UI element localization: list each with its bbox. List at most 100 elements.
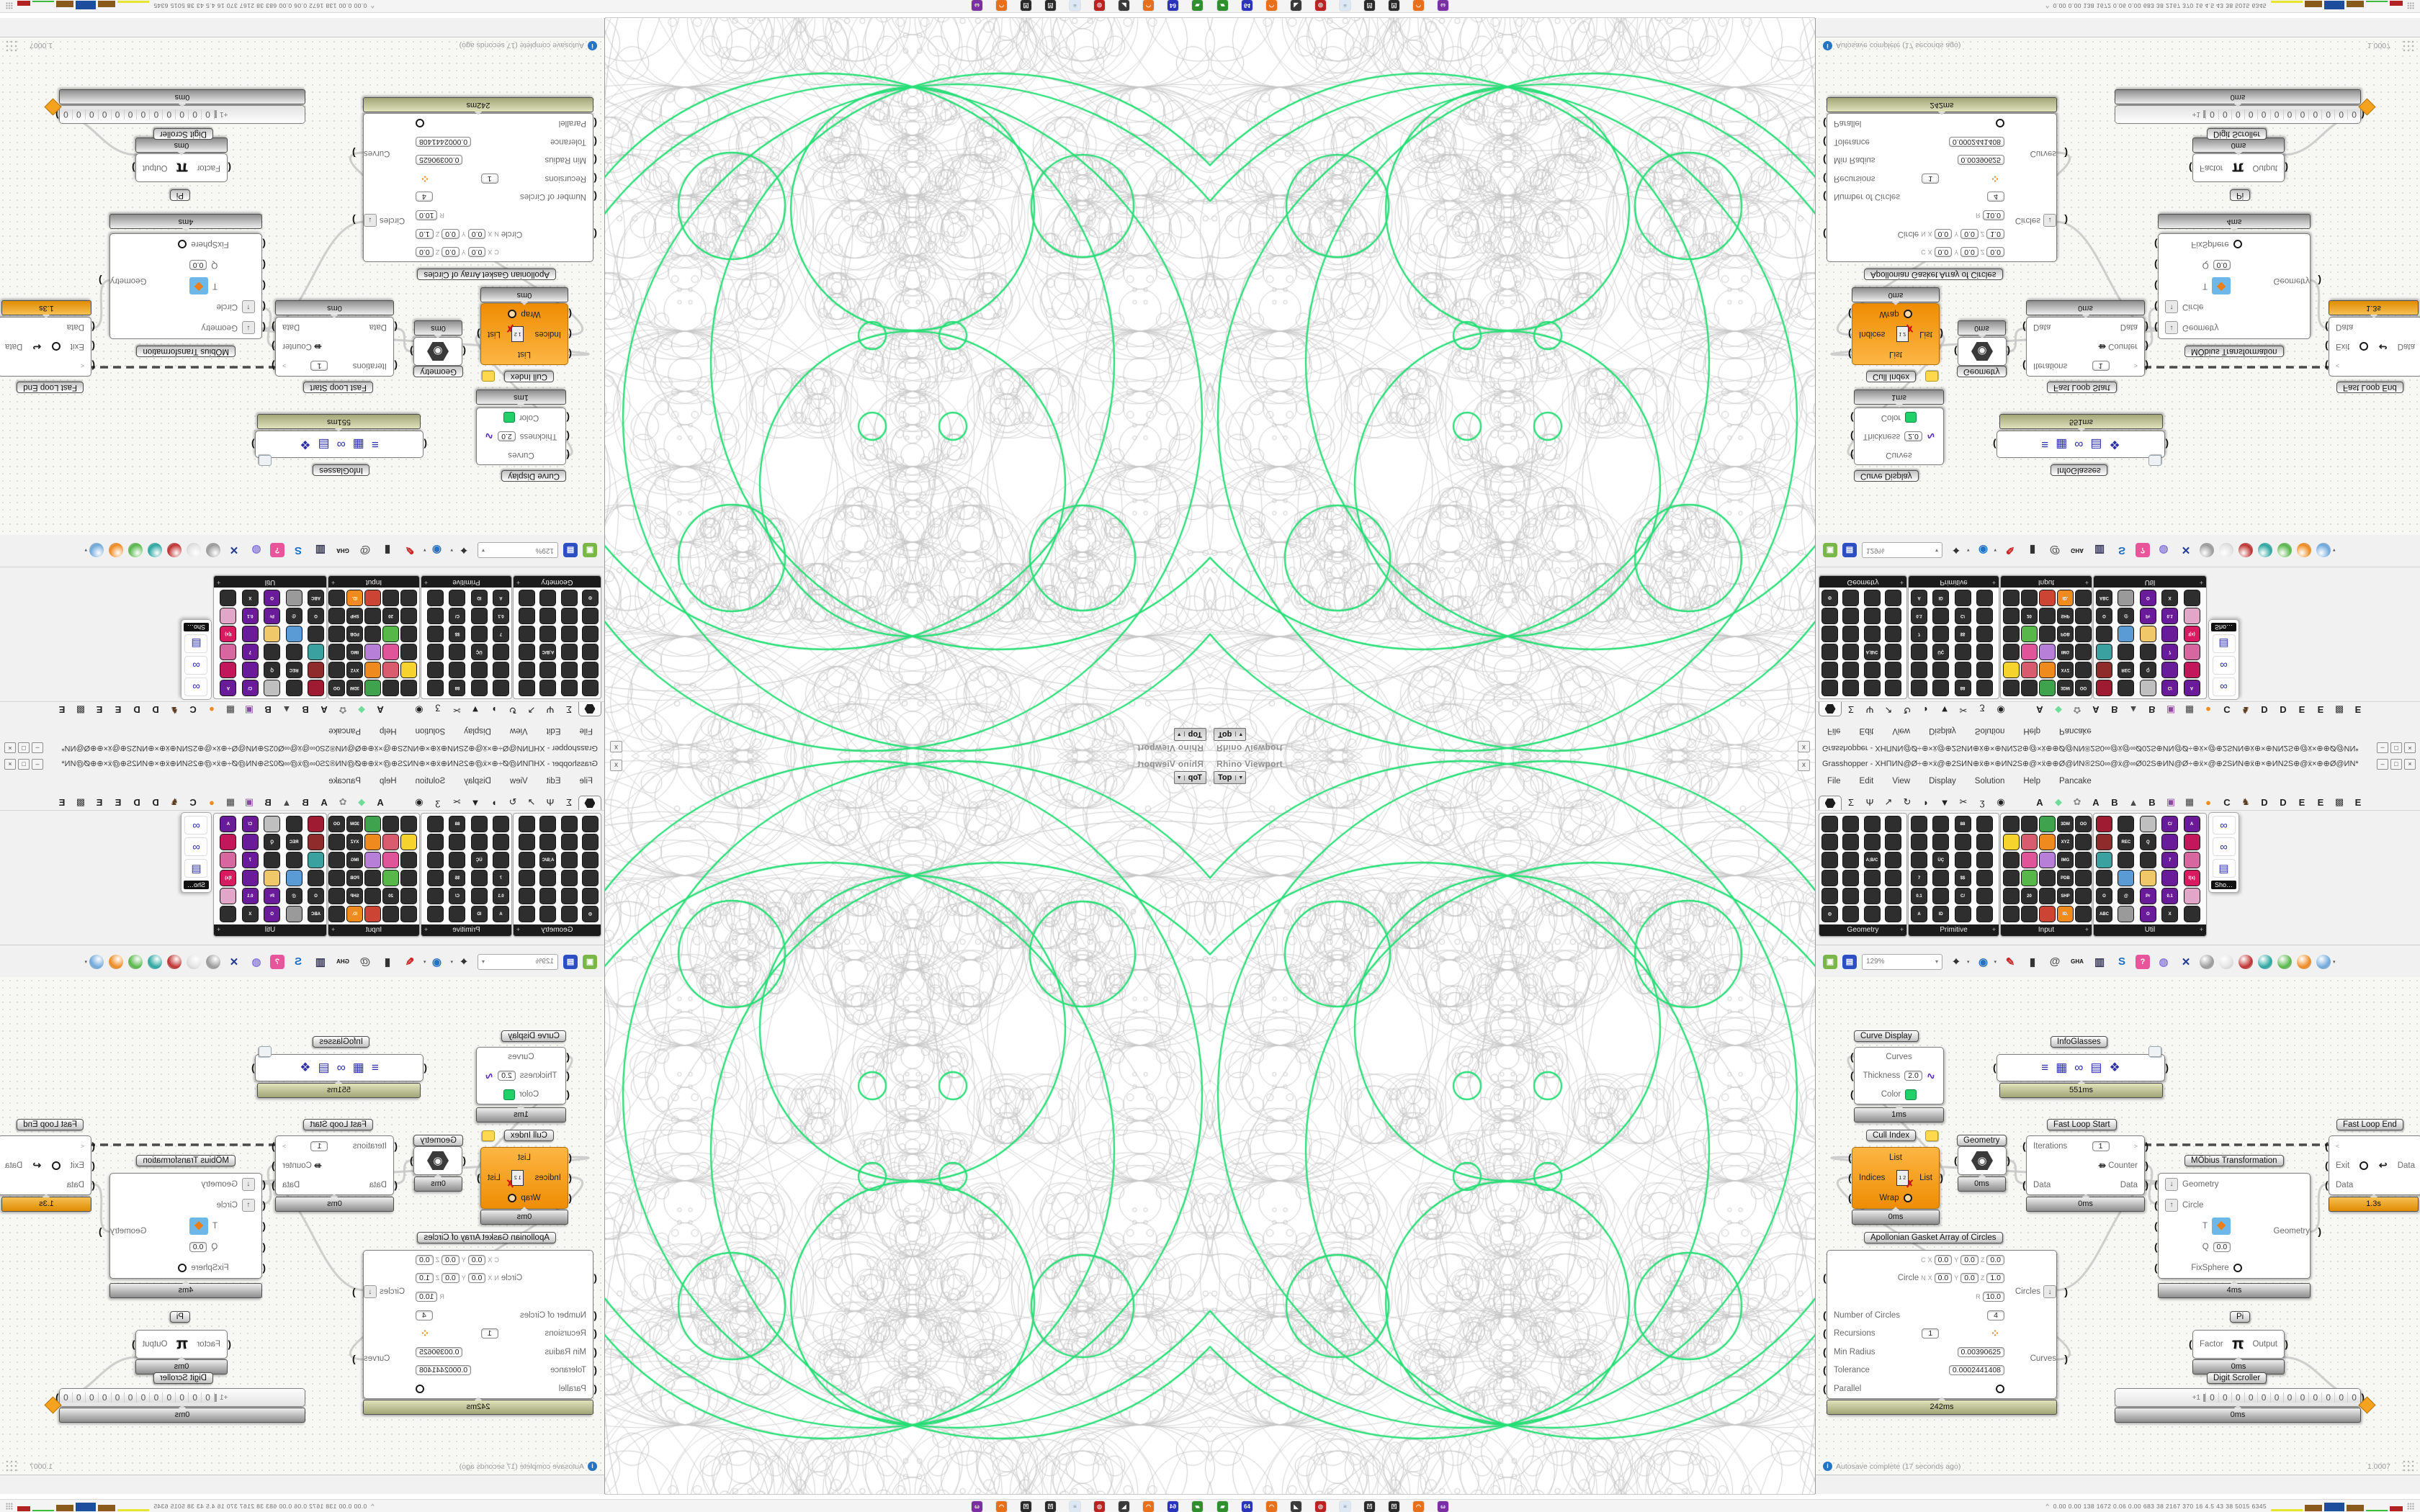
component-icon[interactable]: SHP [346,608,363,624]
viewport-projection-button[interactable]: Top ▼ [1173,728,1206,741]
component-icon[interactable] [2096,626,2112,642]
tab-plugin-E[interactable]: E [58,797,66,808]
pi-node[interactable]: Factor π Output() [132,153,231,182]
scroller-digit[interactable]: 0 [202,1392,215,1403]
tab-mesh[interactable]: ▼ [470,797,480,808]
wire[interactable] [261,307,277,348]
output-grip[interactable]: ) [272,361,275,373]
digit-scroller-row[interactable]: +1 0 0 0 0 0 0 0 0 0 0 0 0 [2115,106,2360,123]
mobius-transformation-output-geometry[interactable]: Geometry) [2274,275,2322,287]
component-icon[interactable]: XYZ [2057,834,2074,850]
tab-plugin-▩[interactable]: ▩ [2334,796,2344,807]
dna-wires-icon[interactable]: ✕ [229,955,239,968]
close-button[interactable]: × [4,759,16,770]
component-icon[interactable] [1884,870,1901,886]
component-icon[interactable] [1863,834,1881,850]
input-grip[interactable]: ( [1848,308,1852,320]
component-icon[interactable] [1842,888,1860,904]
input-grip[interactable]: ( [91,1139,95,1151]
menu-view[interactable]: View [509,726,528,736]
component-icon[interactable]: C/ [449,608,466,624]
notepad-icon[interactable]: ≡ [1070,1500,1080,1512]
scroller-digit[interactable]: 0 [2205,1392,2218,1403]
component-icon[interactable] [582,680,599,696]
component-icon[interactable] [449,590,466,606]
toggle-circle[interactable] [1996,119,2004,128]
tab-plugin-A[interactable]: A [377,797,384,808]
input-grip[interactable]: ( [593,1346,597,1358]
component-icon[interactable] [1976,590,1993,606]
input-grip[interactable]: ( [2154,281,2158,293]
component-icon[interactable]: f(x) [2183,626,2200,642]
geometry-container-label[interactable]: Geometry [1957,366,2007,377]
menu-display[interactable]: Display [1929,726,1956,736]
component-icon[interactable] [285,626,302,642]
tab-plugin-▣[interactable]: ▣ [244,705,254,716]
tab-plugin-A[interactable]: A [321,797,328,808]
input-grip[interactable]: ( [593,1308,597,1320]
value-box[interactable]: 0.00390625 [1957,1346,2004,1357]
tab-plugin-D[interactable]: D [133,704,140,715]
tab-curve[interactable]: ↻ [508,705,517,716]
component-icon[interactable] [1932,816,1950,832]
component-icon[interactable] [1976,662,1993,678]
toggle-circle[interactable] [2360,342,2369,351]
component-icon[interactable]: ID. [2057,906,2074,922]
value-box[interactable]: 0.0 [416,1254,434,1265]
tab-surface[interactable]: ◗ [1923,704,1929,715]
component-icon[interactable] [1932,662,1950,678]
input-grip[interactable]: ( [2325,1178,2329,1190]
component-icon[interactable] [400,870,417,886]
grasshopper-titlebar[interactable]: Grasshopper - XHΠИN@Ø÷⊕×ẍ@⊕2SИN⊕ẍ⊕×⊕ИN2S… [1816,756,2420,772]
component-icon[interactable]: O [308,888,324,904]
rhino-viewport-canvas[interactable] [605,18,1210,756]
cylinder-green-icon[interactable] [127,954,143,969]
tab-surface[interactable]: ◗ [491,797,497,808]
scroller-digit[interactable]: 0 [2334,1392,2348,1403]
component-icon[interactable] [1821,834,1838,850]
component-icon[interactable] [2003,906,2020,922]
value-box[interactable]: 2.0 [1904,1071,1922,1081]
component-icon[interactable] [560,662,578,678]
tab-transform[interactable]: ʒ [435,704,441,715]
component-icon[interactable] [427,816,444,832]
value-box[interactable]: 0.0 [442,228,460,239]
component-icon[interactable] [400,680,417,696]
component-icon[interactable]: A [220,680,237,696]
input-grip[interactable]: ( [1823,136,1827,148]
component-icon[interactable] [328,644,345,660]
canvas-zoom-field[interactable]: 129% ▾ [1862,953,1942,970]
apollonian-gasket-array-output-curves[interactable]: Curves) [352,1353,390,1364]
palette-expand-icon[interactable]: + [1991,926,1996,933]
wire[interactable] [2308,1182,2329,1233]
scroller-digit[interactable]: 0 [2244,1392,2257,1403]
viewport-projection-button[interactable]: Top ▼ [1173,771,1206,784]
tab-plugin-◆[interactable]: ◆ [2055,796,2062,807]
floppy-green-icon[interactable]: ▰ [1192,0,1203,12]
tab-display[interactable]: ◉ [415,796,424,807]
component-icon[interactable]: ID [1932,906,1950,922]
geometry-container-label[interactable]: Geometry [413,1135,463,1146]
input-grip[interactable]: ( [1954,346,1958,358]
tab-plugin-D[interactable]: D [2280,797,2287,808]
component-icon[interactable]: 3DM [2057,680,2074,696]
mobius-transformation-node[interactable]: ↓ Geometry(↑ Circle(T ❖(Q 0.0(FixSphere(Geo… [99,233,266,339]
tab-plugin-D[interactable]: D [152,704,159,715]
output-grip[interactable]: ) [99,1225,102,1237]
wire[interactable] [2308,279,2329,330]
cylinder-teal-icon[interactable] [2258,543,2273,558]
cull-index-label[interactable]: Cull Index [1866,371,1917,382]
menu-view[interactable]: View [1892,776,1911,786]
component-icon[interactable]: 88 [1954,680,1971,696]
output-grip[interactable]: ) [2064,148,2068,159]
component-icon[interactable] [2183,852,2200,868]
geometry-container-node[interactable]: ◉() [410,1146,466,1175]
sphere-gray-icon[interactable] [2200,543,2215,558]
sphere-wire-icon[interactable] [186,543,201,558]
tray-expand-icon[interactable]: ^ [2045,2,2049,9]
open-icon[interactable]: ▣ [583,954,597,969]
component-icon[interactable]: A [2183,680,2200,696]
component-icon[interactable] [519,906,536,922]
component-icon[interactable] [400,662,417,678]
component-icon[interactable] [1954,834,1971,850]
